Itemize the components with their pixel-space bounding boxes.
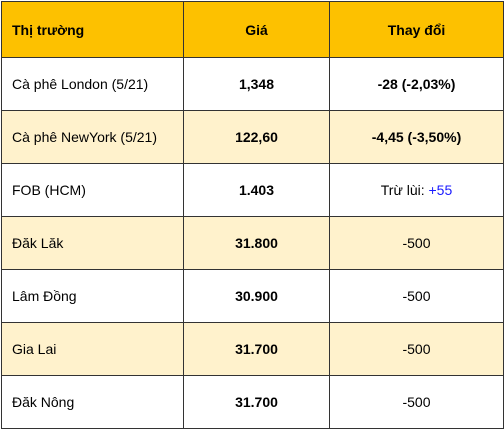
coffee-price-table: Thị trường Giá Thay đổi Cà phê London (5… bbox=[1, 1, 504, 429]
price-cell: 30.900 bbox=[183, 269, 330, 323]
change-cell: -4,45 (-3,50%) bbox=[329, 110, 504, 164]
table-header-row: Thị trường Giá Thay đổi bbox=[1, 1, 504, 58]
market-cell: Đăk Nông bbox=[1, 375, 184, 429]
price-cell: 31.800 bbox=[183, 216, 330, 270]
change-cell: -500 bbox=[329, 322, 504, 376]
change-value: +55 bbox=[428, 182, 453, 198]
market-cell: Cà phê London (5/21) bbox=[1, 57, 184, 111]
change-cell: -500 bbox=[329, 216, 504, 270]
change-cell: -500 bbox=[329, 269, 504, 323]
market-cell: FOB (HCM) bbox=[1, 163, 184, 217]
price-cell: 122,60 bbox=[183, 110, 330, 164]
change-cell: Trừ lùi: +55 bbox=[329, 163, 504, 217]
table-row: Đăk Nông 31.700 -500 bbox=[1, 375, 504, 429]
table-row: Đăk Lăk 31.800 -500 bbox=[1, 216, 504, 270]
table-row: FOB (HCM) 1.403 Trừ lùi: +55 bbox=[1, 163, 504, 217]
market-cell: Cà phê NewYork (5/21) bbox=[1, 110, 184, 164]
header-price: Giá bbox=[183, 1, 330, 58]
price-cell: 1.403 bbox=[183, 163, 330, 217]
market-cell: Đăk Lăk bbox=[1, 216, 184, 270]
table-row: Cà phê NewYork (5/21) 122,60 -4,45 (-3,5… bbox=[1, 110, 504, 164]
change-prefix: Trừ lùi: bbox=[380, 182, 429, 198]
table-row: Cà phê London (5/21) 1,348 -28 (-2,03%) bbox=[1, 57, 504, 111]
price-cell: 31.700 bbox=[183, 322, 330, 376]
change-cell: -28 (-2,03%) bbox=[329, 57, 504, 111]
header-market: Thị trường bbox=[1, 1, 184, 58]
header-change: Thay đổi bbox=[329, 1, 504, 58]
market-cell: Gia Lai bbox=[1, 322, 184, 376]
table-row: Gia Lai 31.700 -500 bbox=[1, 322, 504, 376]
change-cell: -500 bbox=[329, 375, 504, 429]
market-cell: Lâm Đồng bbox=[1, 269, 184, 323]
table-row: Lâm Đồng 30.900 -500 bbox=[1, 269, 504, 323]
price-cell: 1,348 bbox=[183, 57, 330, 111]
price-cell: 31.700 bbox=[183, 375, 330, 429]
